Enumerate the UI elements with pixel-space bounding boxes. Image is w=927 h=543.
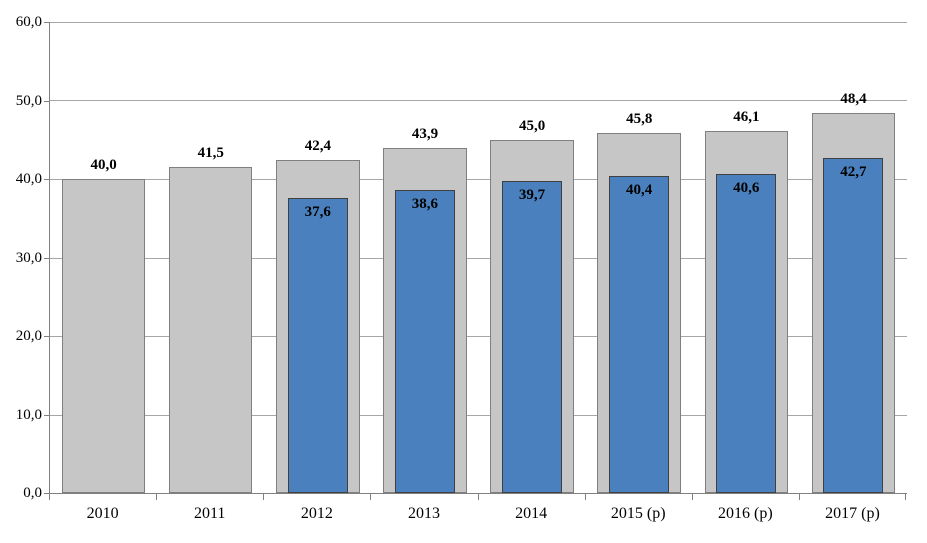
plot-area: 40,0 41,5 42,4 37,6 43,9 38,6 45,0 39,7 45,8 40,4… (49, 22, 907, 494)
gridline-50 (50, 100, 907, 102)
x-axis-tick (156, 494, 158, 500)
x-axis-tick (49, 494, 50, 500)
gridline-30 (50, 257, 907, 259)
bar-value-label: 45,8 (626, 111, 653, 128)
y-axis-label: 30,0 (15, 249, 42, 266)
category-slot-2013: 43,9 38,6 (371, 22, 478, 493)
x-axis-tick (691, 494, 693, 500)
x-axis-label-2012: 2012 (300, 505, 333, 522)
bar-value-label: 43,9 (411, 126, 439, 143)
category-slot-2015 (p): 45,8 40,4 (586, 22, 693, 493)
x-axis-label-2016 (p): 2016 (p) (717, 505, 773, 522)
bar-subset-2014: 39,7 (502, 181, 563, 493)
x-axis-label-2013: 2013 (407, 505, 440, 522)
gridline-60 (50, 22, 907, 23)
y-axis-tick (44, 22, 49, 23)
x-axis-tick (477, 494, 479, 500)
y-axis-label: 50,0 (15, 92, 42, 109)
x-axis-tick (370, 494, 372, 500)
y-axis-tick (44, 179, 49, 180)
bar-total-2011 (168, 167, 253, 493)
bar-subset-2012: 37,6 (287, 197, 348, 493)
y-axis-tick (44, 257, 49, 259)
x-axis-tick (263, 494, 265, 500)
bar-value-label: 38,6 (411, 196, 439, 212)
x-axis-label-2017 (p): 2017 (p) (825, 505, 880, 522)
y-axis-label: 20,0 (15, 328, 42, 344)
bar-value-label: 42,4 (304, 138, 331, 155)
gridline-40 (50, 178, 907, 180)
category-slot-2014: 45,0 39,7 (479, 22, 586, 493)
x-axis-tick (798, 494, 800, 500)
gridline-10 (50, 414, 907, 416)
bar-value-label: 48,4 (840, 91, 867, 108)
bar-subset-2015 (p): 40,4 (609, 175, 670, 493)
y-axis-label: 0,0 (23, 485, 42, 501)
y-axis-label: 60,0 (15, 14, 42, 30)
bar-value-label: 40,6 (733, 180, 760, 197)
x-axis-label-2011: 2011 (193, 505, 226, 522)
category-slot-2017 (p): 48,4 42,7 (800, 22, 907, 493)
bar-value-label: 42,7 (840, 163, 867, 180)
y-axis-tick (44, 336, 49, 337)
bar-value-label: 40,0 (90, 157, 117, 174)
y-axis-label: 40,0 (15, 171, 42, 187)
bar-subset-2016 (p): 40,6 (716, 174, 777, 493)
x-axis-tick (905, 494, 906, 500)
bar-subset-2013: 38,6 (394, 190, 455, 493)
category-slot-2016 (p): 46,1 40,6 (693, 22, 800, 493)
bar-value-label: 39,7 (518, 187, 546, 204)
bar-value-label: 45,0 (518, 117, 546, 134)
y-axis-tick (44, 493, 49, 494)
bar-value-label: 41,5 (197, 145, 224, 162)
category-slot-2010: 40,0 (50, 22, 157, 493)
x-axis-label-2010: 2010 (86, 505, 119, 522)
y-axis-tick (44, 100, 49, 102)
category-slot-2011: 41,5 (157, 22, 264, 493)
y-axis-tick (44, 414, 49, 416)
y-axis-label: 10,0 (15, 406, 42, 423)
category-slot-2012: 42,4 37,6 (264, 22, 371, 493)
x-axis-label-2014: 2014 (515, 505, 548, 522)
gridline-20 (50, 335, 907, 337)
x-axis-tick (584, 494, 586, 500)
bar-total-2010 (61, 179, 146, 493)
bar-subset-2017 (p): 42,7 (823, 157, 884, 493)
x-axis-label-2015 (p): 2015 (p) (610, 505, 666, 522)
bar-value-label: 37,6 (304, 203, 331, 220)
bar-value-label: 40,4 (626, 181, 653, 198)
bar-value-label: 46,1 (733, 109, 760, 126)
